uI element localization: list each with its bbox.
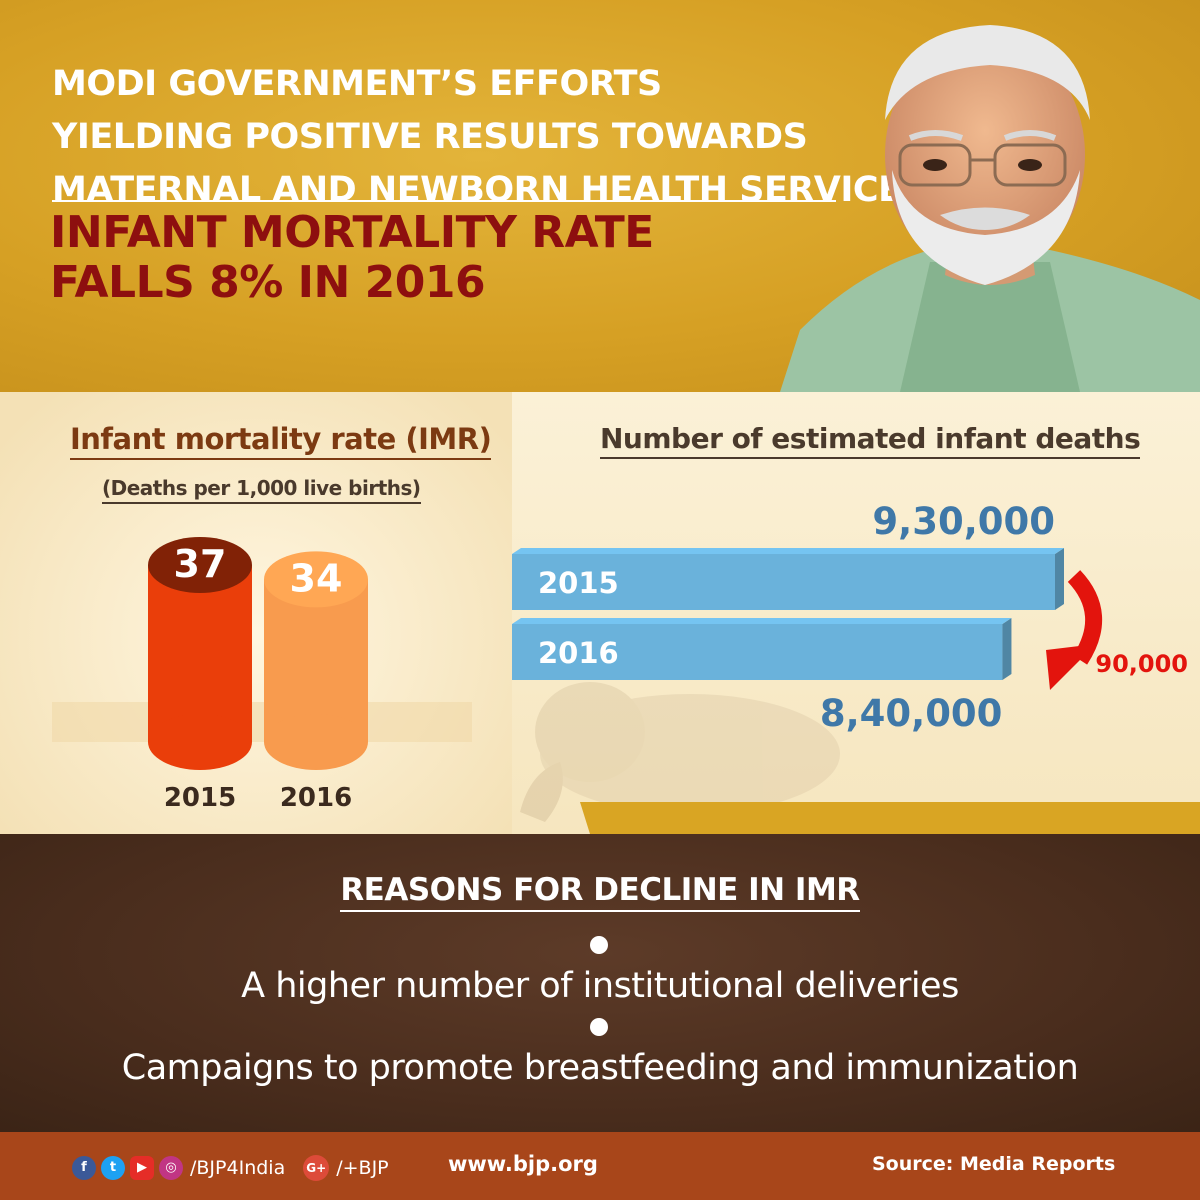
deaths-category-label: 2016 (538, 636, 619, 670)
headline-line: YIELDING POSITIVE RESULTS TOWARDS (52, 117, 808, 157)
deaths-bar-top (512, 548, 1064, 554)
accent-strip (580, 802, 1200, 834)
gplus-handle[interactable]: /+BJP (336, 1157, 389, 1179)
deaths-bars: 2015 2016 9,30,000 8,40,000 90,000 (512, 500, 1188, 735)
twitter-icon[interactable]: t (101, 1156, 125, 1180)
subhead-line: INFANT MORTALITY RATE (50, 207, 654, 258)
headline-line: MODI GOVERNMENT’S EFFORTS (52, 64, 662, 104)
chart-floor (52, 702, 472, 742)
imr-value-label: 37 (174, 542, 227, 586)
source-note: Source: Media Reports (872, 1153, 1116, 1175)
imr-bars: 37 2015 34 2016 (52, 537, 472, 813)
deaths-value-label: 8,40,000 (820, 692, 1003, 735)
imr-bar-top (264, 551, 368, 608)
imr-bar-top (148, 537, 252, 593)
imr-value-label: 34 (290, 556, 343, 600)
social-links: f t ▶ ◎ /BJP4India G+ /+BJP (72, 1154, 407, 1182)
youtube-icon[interactable]: ▶ (130, 1156, 154, 1180)
reasons-title-text: REASONS FOR DECLINE IN IMR (340, 872, 860, 912)
reasons-section: REASONS FOR DECLINE IN IMR A higher numb… (0, 834, 1200, 1132)
deaths-bar-2016 (512, 624, 1003, 680)
social-handle[interactable]: /BJP4India (190, 1157, 286, 1179)
deaths-bar-side (1055, 548, 1064, 610)
facebook-icon[interactable]: f (72, 1156, 96, 1180)
portrait (780, 25, 1200, 392)
bullet-icon (590, 1018, 608, 1036)
reasons-title: REASONS FOR DECLINE IN IMR (0, 872, 1200, 912)
deaths-bar-2015 (512, 554, 1055, 610)
reason-item: Campaigns to promote breastfeeding and i… (121, 1048, 1079, 1088)
imr-bar-base (148, 714, 252, 770)
deaths-chart-title: Number of estimated infant deaths (600, 422, 1141, 459)
deaths-bar-side (1002, 618, 1012, 680)
bullet-icon (590, 936, 608, 954)
difference-label: 90,000 (1095, 650, 1188, 678)
headline-line: MATERNAL AND NEWBORN HEALTH SERVICES (52, 170, 927, 210)
reason-item: A higher number of institutional deliver… (241, 966, 959, 1006)
imr-chart-title: Infant mortality rate (IMR) (70, 422, 492, 460)
imr-bar-base (264, 714, 368, 770)
deaths-value-label: 9,30,000 (872, 500, 1055, 543)
subhead-line: FALLS 8% IN 2016 (50, 257, 486, 308)
header-banner: MODI GOVERNMENT’S EFFORTS YIELDING POSIT… (0, 0, 1200, 392)
footer: f t ▶ ◎ /BJP4India G+ /+BJP www.bjp.org … (0, 1132, 1200, 1200)
subhead: INFANT MORTALITY RATE FALLS 8% IN 2016 (50, 208, 654, 308)
website-link[interactable]: www.bjp.org (448, 1152, 598, 1176)
imr-chart-subtitle: (Deaths per 1,000 live births) (102, 476, 421, 504)
headline-divider (52, 200, 836, 202)
imr-chart-background (0, 392, 512, 834)
charts-canvas: 37 2015 34 2016 2015 2016 9,30,000 8,40,000 90,… (52, 500, 1188, 822)
google-plus-icon[interactable]: G+ (303, 1155, 330, 1181)
decline-arrow-head (1046, 644, 1096, 690)
imr-category-label: 2016 (280, 783, 352, 813)
headline: MODI GOVERNMENT’S EFFORTS YIELDING POSIT… (52, 58, 927, 217)
instagram-icon[interactable]: ◎ (159, 1156, 183, 1180)
baby-silhouette-decoration (520, 682, 840, 822)
deaths-bar-top (512, 618, 1012, 624)
deaths-category-label: 2015 (538, 566, 619, 600)
imr-bar-2015 (148, 565, 252, 742)
chart-panel: Infant mortality rate (IMR) (Deaths per … (0, 392, 1200, 834)
imr-category-label: 2015 (164, 783, 236, 813)
